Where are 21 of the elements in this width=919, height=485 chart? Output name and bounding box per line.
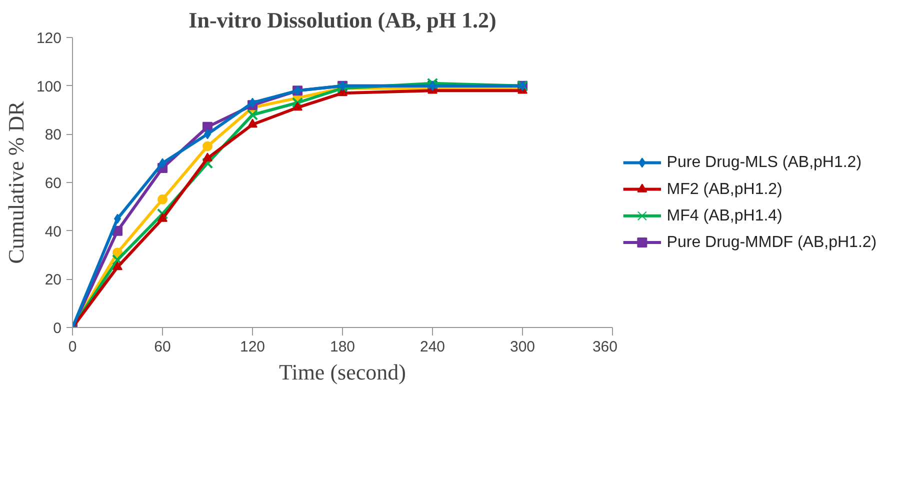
y-axis-title: Cumulative % DR [3,100,28,264]
x-tick-label: 60 [154,338,171,356]
x-tick-label: 240 [420,338,446,356]
y-tick-label: 120 [36,30,62,47]
y-tick-label: 20 [44,272,62,289]
y-tick-label: 0 [53,320,62,337]
x-tick-label: 300 [510,338,536,356]
chart-title: In-vitro Dissolution (AB, pH 1.2) [188,8,496,32]
x-tick-label: 360 [592,338,618,356]
y-tick-label: 40 [44,223,62,240]
legend-label: Pure Drug-MLS (AB,pH1.2) [666,154,862,172]
x-tick-label: 0 [68,338,77,356]
legend-label: Pure Drug-MMDF (AB,pH1.2) [666,234,877,252]
x-tick-label: 120 [240,338,266,356]
legend-label: MF4 (AB,pH1.4) [666,207,782,224]
y-tick-label: 100 [36,78,62,96]
x-tick-label: 180 [330,338,356,356]
legend-label: MF2 (AB,pH1.2) [666,180,782,198]
x-axis-title: Time (second) [279,360,406,384]
y-tick-label: 80 [44,126,62,144]
y-tick-label: 60 [44,175,62,192]
